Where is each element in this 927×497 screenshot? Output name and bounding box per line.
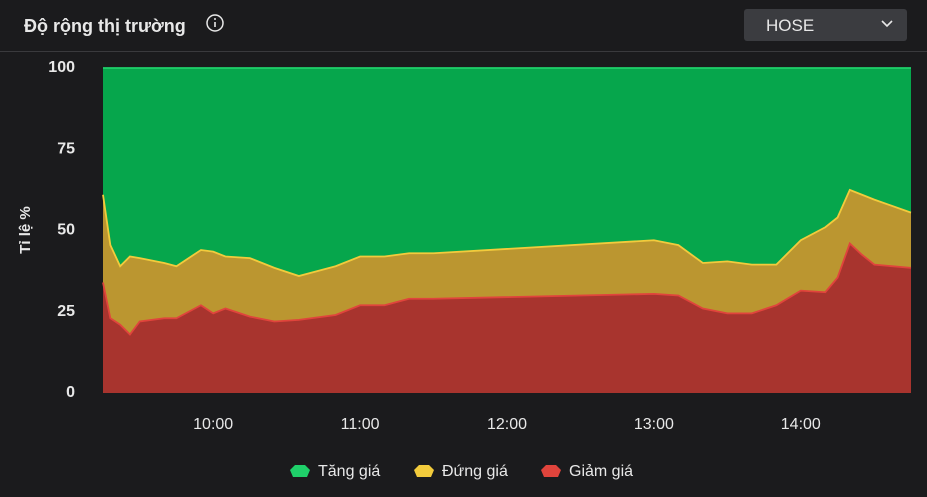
y-tick-label: 50 bbox=[57, 222, 75, 239]
x-tick-label: 11:00 bbox=[341, 416, 380, 433]
x-tick-label: 14:00 bbox=[781, 416, 821, 433]
x-tick-label: 10:00 bbox=[193, 416, 233, 433]
exchange-dropdown[interactable]: HOSE bbox=[744, 9, 907, 41]
area-fill bbox=[103, 189, 911, 335]
y-axis-label: Tỉ lệ % bbox=[17, 206, 34, 254]
area-line bbox=[102, 241, 912, 336]
y-tick-label: 100 bbox=[48, 59, 75, 76]
legend-icon bbox=[541, 465, 561, 477]
chevron bbox=[881, 20, 893, 28]
dropdown-value: HOSE bbox=[766, 16, 815, 35]
x-tick-label: 12:00 bbox=[487, 416, 527, 433]
legend-label: Đứng giá bbox=[442, 463, 508, 480]
area-fill bbox=[103, 243, 911, 393]
y-tick-label: 0 bbox=[66, 384, 75, 401]
area-fill bbox=[103, 68, 911, 276]
legend-label: Tăng giá bbox=[318, 463, 380, 480]
area-line bbox=[102, 188, 912, 277]
info-icon[interactable] bbox=[206, 14, 224, 32]
legend-icon bbox=[290, 465, 310, 477]
y-tick-label: 25 bbox=[57, 303, 75, 320]
header: Độ rộng thị trường HOSE bbox=[0, 0, 927, 52]
x-tick-label: 13:00 bbox=[634, 416, 674, 433]
legend-label: Giảm giá bbox=[569, 463, 633, 480]
y-tick-label: 75 bbox=[57, 140, 75, 157]
panel-title: Độ rộng thị trường bbox=[24, 16, 186, 36]
legend-icon bbox=[414, 465, 434, 477]
